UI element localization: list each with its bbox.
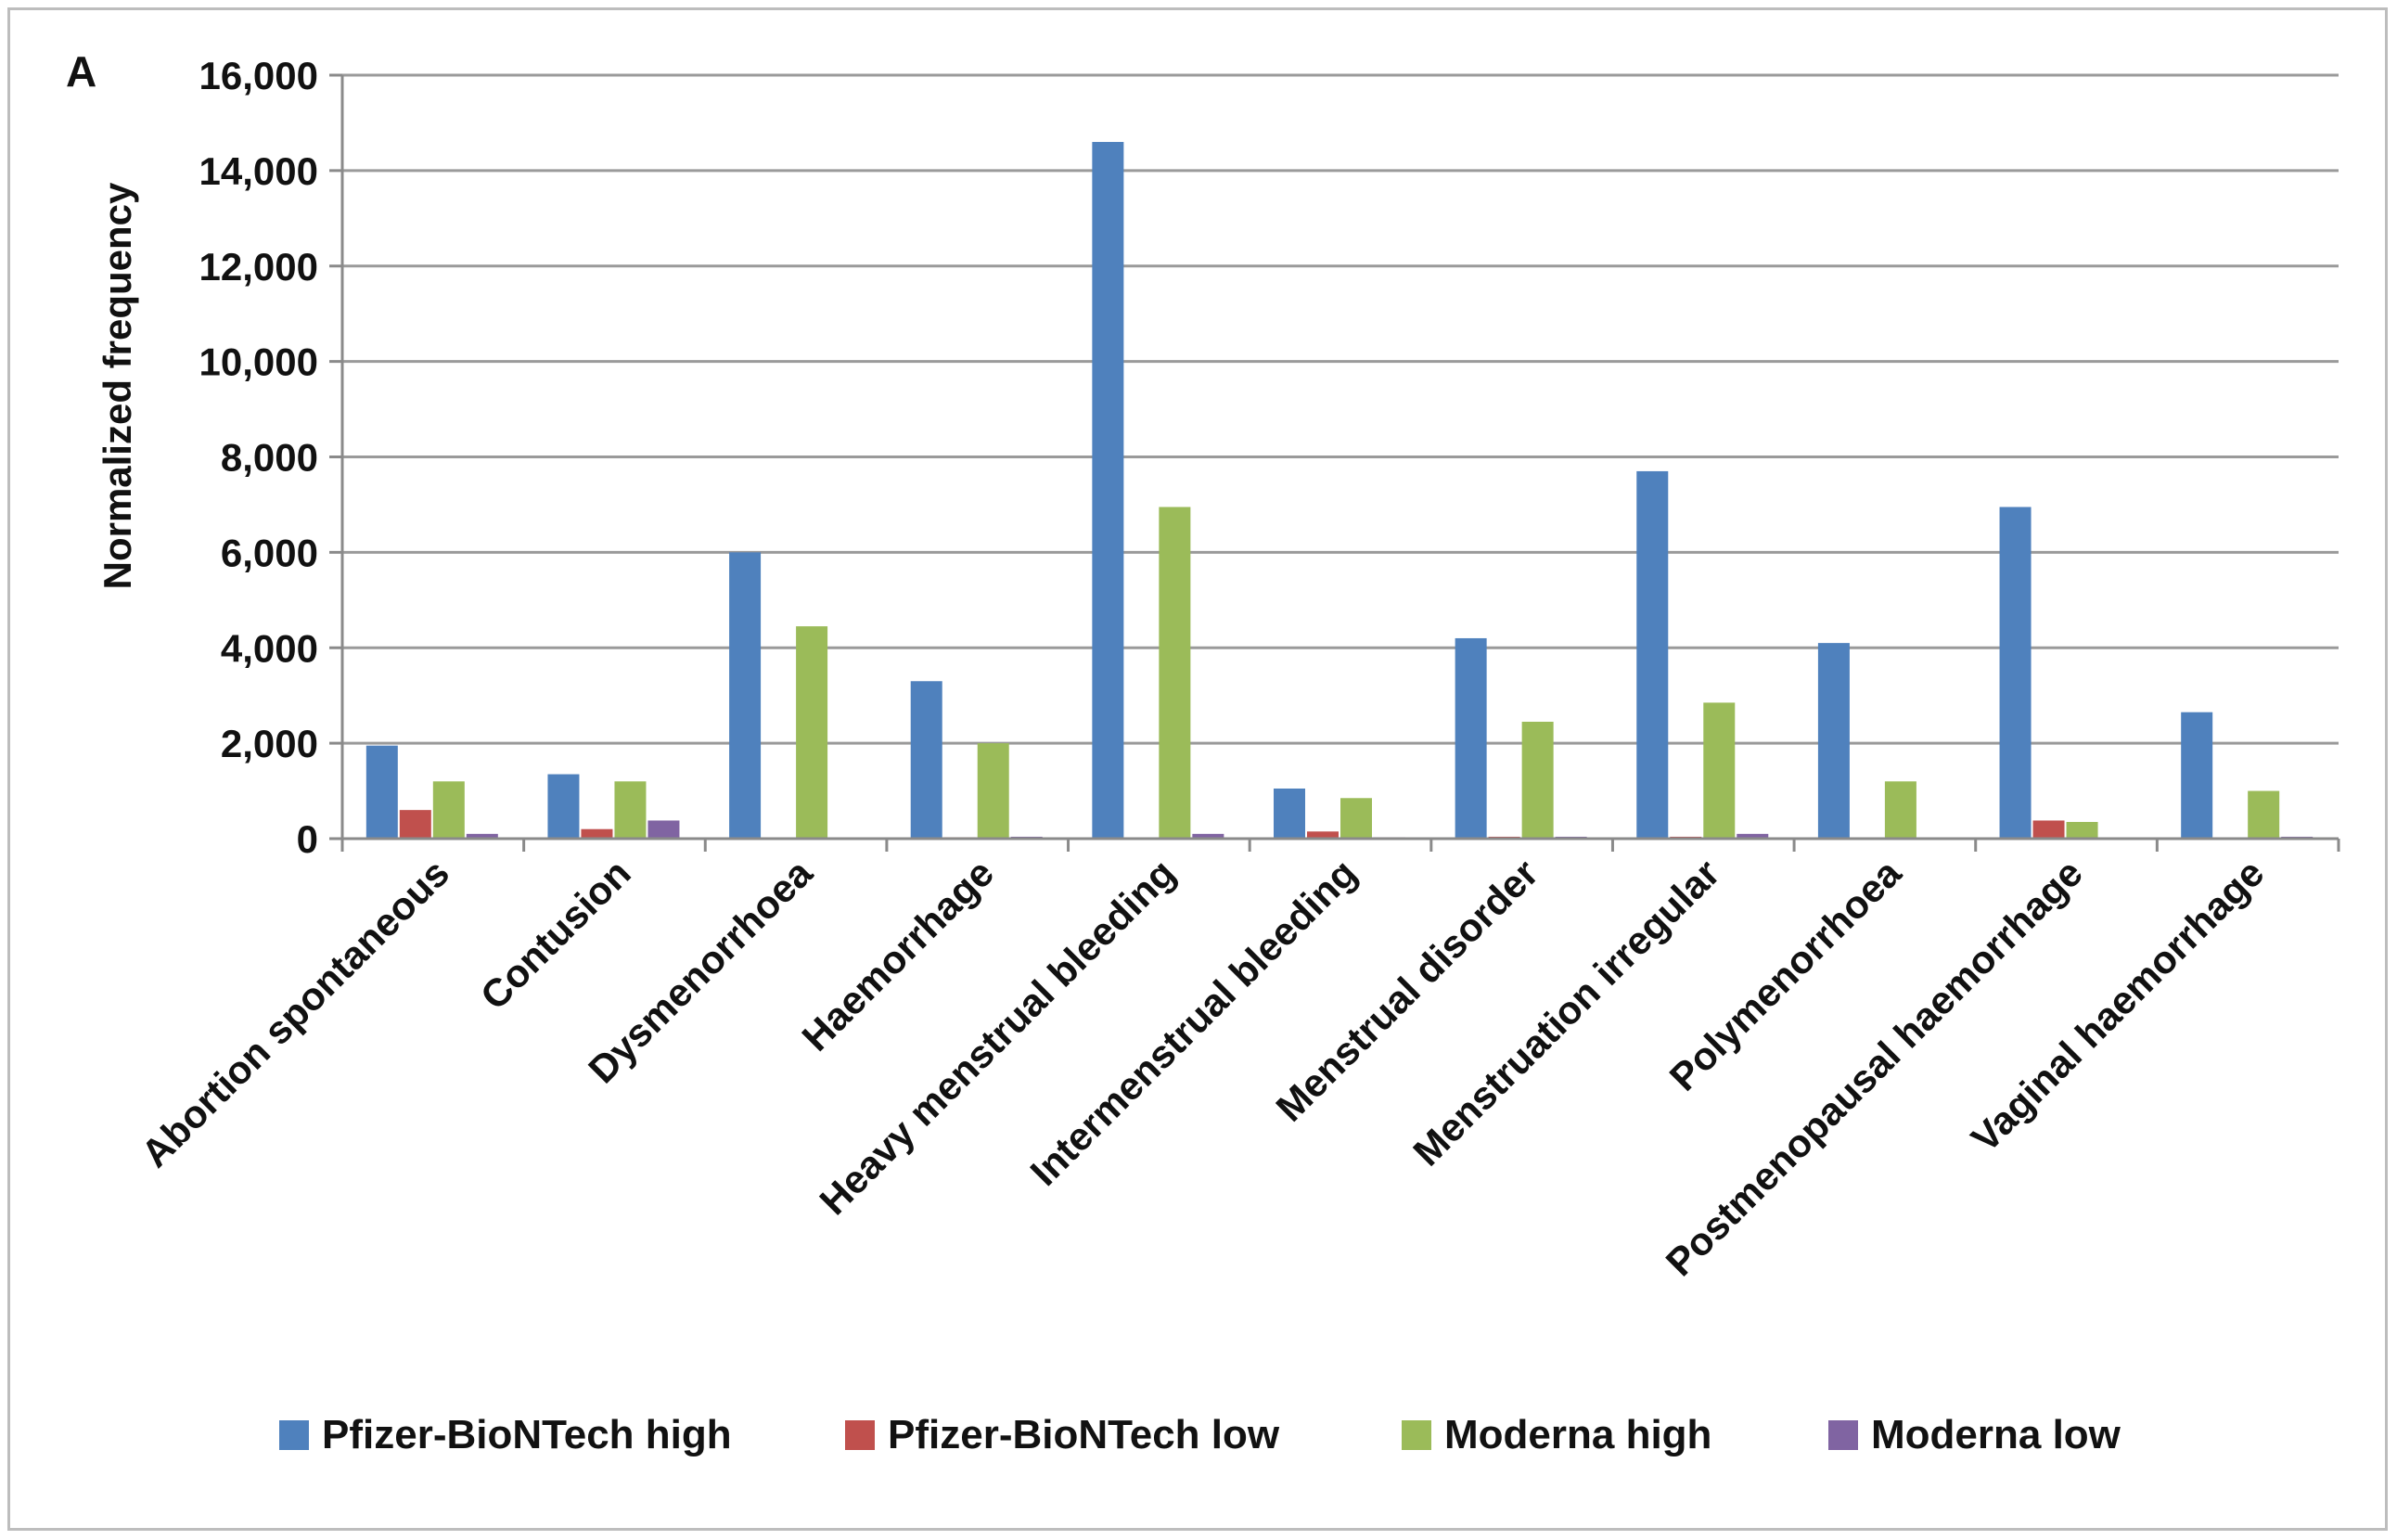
bar (1340, 798, 1372, 839)
legend-label: Moderna low (1871, 1412, 2121, 1457)
bar (2248, 790, 2280, 839)
bar (796, 626, 828, 839)
bar-chart: A Normalized frequency 0 2,000 4,000 6,000 8… (66, 47, 2340, 1457)
legend-swatch (279, 1420, 309, 1450)
bar (1192, 833, 1224, 839)
bar (1703, 702, 1736, 839)
x-category-label: Haemorrhage (793, 851, 1002, 1059)
legend-swatch (845, 1420, 875, 1450)
bar (365, 745, 398, 839)
y-axis-title: Normalized frequency (96, 182, 139, 589)
y-tick-label: 12,000 (199, 245, 318, 289)
bar (1455, 637, 1487, 839)
bar (2032, 820, 2065, 839)
bar (1307, 831, 1339, 839)
bar (1884, 781, 1916, 839)
y-tick-label: 8,000 (221, 436, 318, 480)
y-tick-label: 2,000 (221, 722, 318, 765)
x-category-label: Heavy menstrual bleeding (811, 851, 1183, 1223)
x-axis-labels: Abortion spontaneous ContusionDysmenorrho… (133, 851, 2272, 1285)
bar (581, 828, 613, 839)
bar (1737, 833, 1769, 839)
bar (1092, 142, 1124, 839)
y-tick-label: 6,000 (221, 531, 318, 574)
bar (547, 774, 580, 839)
bar (729, 552, 762, 839)
y-tick-label: 0 (297, 817, 318, 861)
bar (399, 810, 431, 839)
y-tick-label: 14,000 (199, 149, 318, 193)
bar (2066, 821, 2098, 839)
bar (466, 833, 498, 839)
x-category-label: Vaginal haemorrhage (1963, 851, 2273, 1161)
bar (432, 781, 465, 839)
y-tick-label: 10,000 (199, 340, 318, 384)
legend-label: Pfizer-BioNTech high (322, 1412, 732, 1457)
axes (340, 75, 2340, 852)
y-axis-ticks: 0 2,000 4,000 6,000 8,000 10,000 12,000 14,000 1… (199, 54, 342, 861)
x-category-label: Abortion spontaneous (133, 851, 457, 1175)
bar (1999, 507, 2032, 839)
bar (910, 681, 942, 839)
x-category-label: Menstruation irregular (1404, 851, 1727, 1174)
bar (1636, 470, 1669, 839)
bar (1521, 721, 1554, 839)
panel-label: A (66, 47, 96, 96)
x-category-label: Contusion (472, 851, 639, 1018)
chart-frame: A Normalized frequency 0 2,000 4,000 6,000 8… (7, 7, 2388, 1531)
legend: Pfizer-BioNTech high Pfizer-BioNTech low M… (279, 1412, 2121, 1457)
legend-label: Pfizer-BioNTech low (888, 1412, 1280, 1457)
bar (1274, 788, 1305, 839)
y-tick-label: 16,000 (199, 54, 318, 97)
y-tick-label: 4,000 (221, 626, 318, 670)
bar (647, 820, 680, 839)
gridlines (342, 73, 2339, 745)
x-category-label: Intermenstrual bleeding (1021, 851, 1365, 1194)
bar (977, 743, 1009, 839)
bar (1159, 507, 1191, 839)
bar (614, 781, 647, 839)
bars (365, 142, 2314, 839)
legend-swatch (1828, 1420, 1858, 1450)
legend-swatch (1402, 1420, 1431, 1450)
bar (1817, 643, 1850, 839)
legend-label: Moderna high (1444, 1412, 1711, 1457)
bar (2181, 712, 2213, 839)
